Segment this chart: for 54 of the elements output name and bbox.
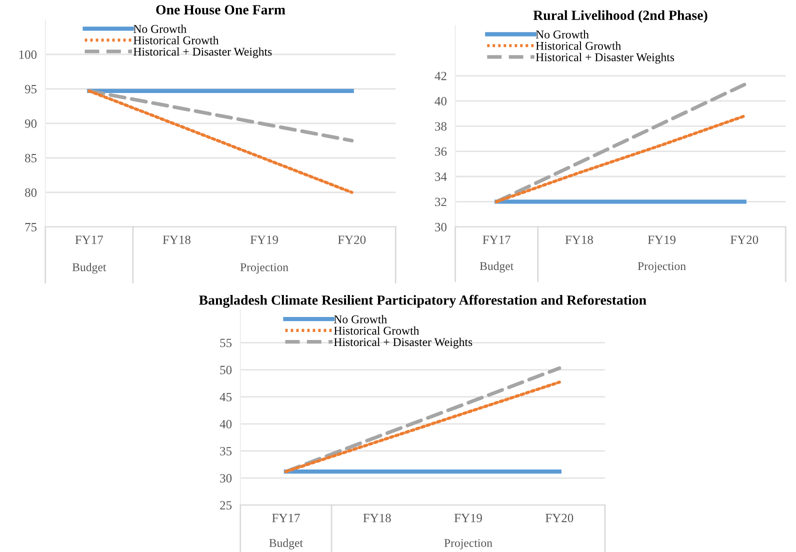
x-tick-label: FY20 <box>546 514 574 522</box>
y-tick-label: 38 <box>435 122 446 131</box>
y-tick-label: 35 <box>220 447 232 456</box>
line-series <box>87 89 354 142</box>
x-tick-label: FY19 <box>250 236 278 244</box>
text: Projection <box>444 539 492 550</box>
legend-label: No Growth <box>334 315 387 324</box>
text: Budget <box>480 262 514 273</box>
chart-title: One House One Farm <box>156 5 286 14</box>
x-tick-label: FY20 <box>338 236 366 244</box>
legend-label: Historical Growth <box>334 326 420 335</box>
y-tick-label: 50 <box>220 366 232 374</box>
x-tick-label: FY19 <box>454 514 482 522</box>
text: Projection <box>638 262 686 273</box>
x-tick-label: FY17 <box>482 236 510 244</box>
y-tick-label: 42 <box>434 72 446 80</box>
y-tick-label: 45 <box>220 392 232 402</box>
x-tick-label: FY17 <box>272 514 300 522</box>
y-tick-label: 32 <box>435 198 446 206</box>
y-tick-label: 80 <box>25 188 37 197</box>
y-tick-label: 30 <box>435 222 446 232</box>
line-series <box>494 82 746 204</box>
y-tick-label: 55 <box>220 338 232 348</box>
line-series <box>495 114 746 204</box>
x-tick-label: FY19 <box>648 236 676 244</box>
chart-title: Rural Livelihood (2nd Phase) <box>533 10 708 23</box>
y-tick-label: 90 <box>24 119 37 128</box>
x-tick-label: FY17 <box>75 236 104 244</box>
x-tick-label: FY20 <box>730 236 758 244</box>
legend-label: Historical + Disaster Weights <box>134 47 272 58</box>
y-tick-label: 40 <box>220 420 232 428</box>
y-tick-label: 95 <box>24 84 37 94</box>
y-tick-label: 40 <box>434 96 446 106</box>
y-tick-label: 36 <box>435 147 447 156</box>
y-tick-label: 100 <box>19 50 37 59</box>
text: Projection <box>240 263 288 274</box>
y-tick-label: 30 <box>220 474 232 482</box>
legend-label: No Growth <box>536 30 589 38</box>
chart-title: Bangladesh Climate Resilient Participatory Afforestation and Reforestation <box>199 294 646 308</box>
y-tick-label: 85 <box>25 154 37 162</box>
y-tick-label: 25 <box>220 501 232 510</box>
x-tick-label: FY18 <box>363 514 391 522</box>
x-tick-label: FY18 <box>565 236 593 244</box>
line-series <box>88 89 354 194</box>
legend-label: Historical Growth <box>536 42 621 50</box>
legend-label: Historical + Disaster Weights <box>536 52 674 64</box>
text: Budget <box>269 538 303 550</box>
text: Budget <box>72 262 106 274</box>
legend-label: No Growth <box>134 24 186 33</box>
y-tick-label: 75 <box>25 223 37 232</box>
legend-label: Historical Growth <box>134 36 219 44</box>
y-tick-label: 34 <box>435 172 447 181</box>
x-tick-label: FY18 <box>162 236 190 244</box>
legend-label: Historical + Disaster Weights <box>334 338 472 348</box>
